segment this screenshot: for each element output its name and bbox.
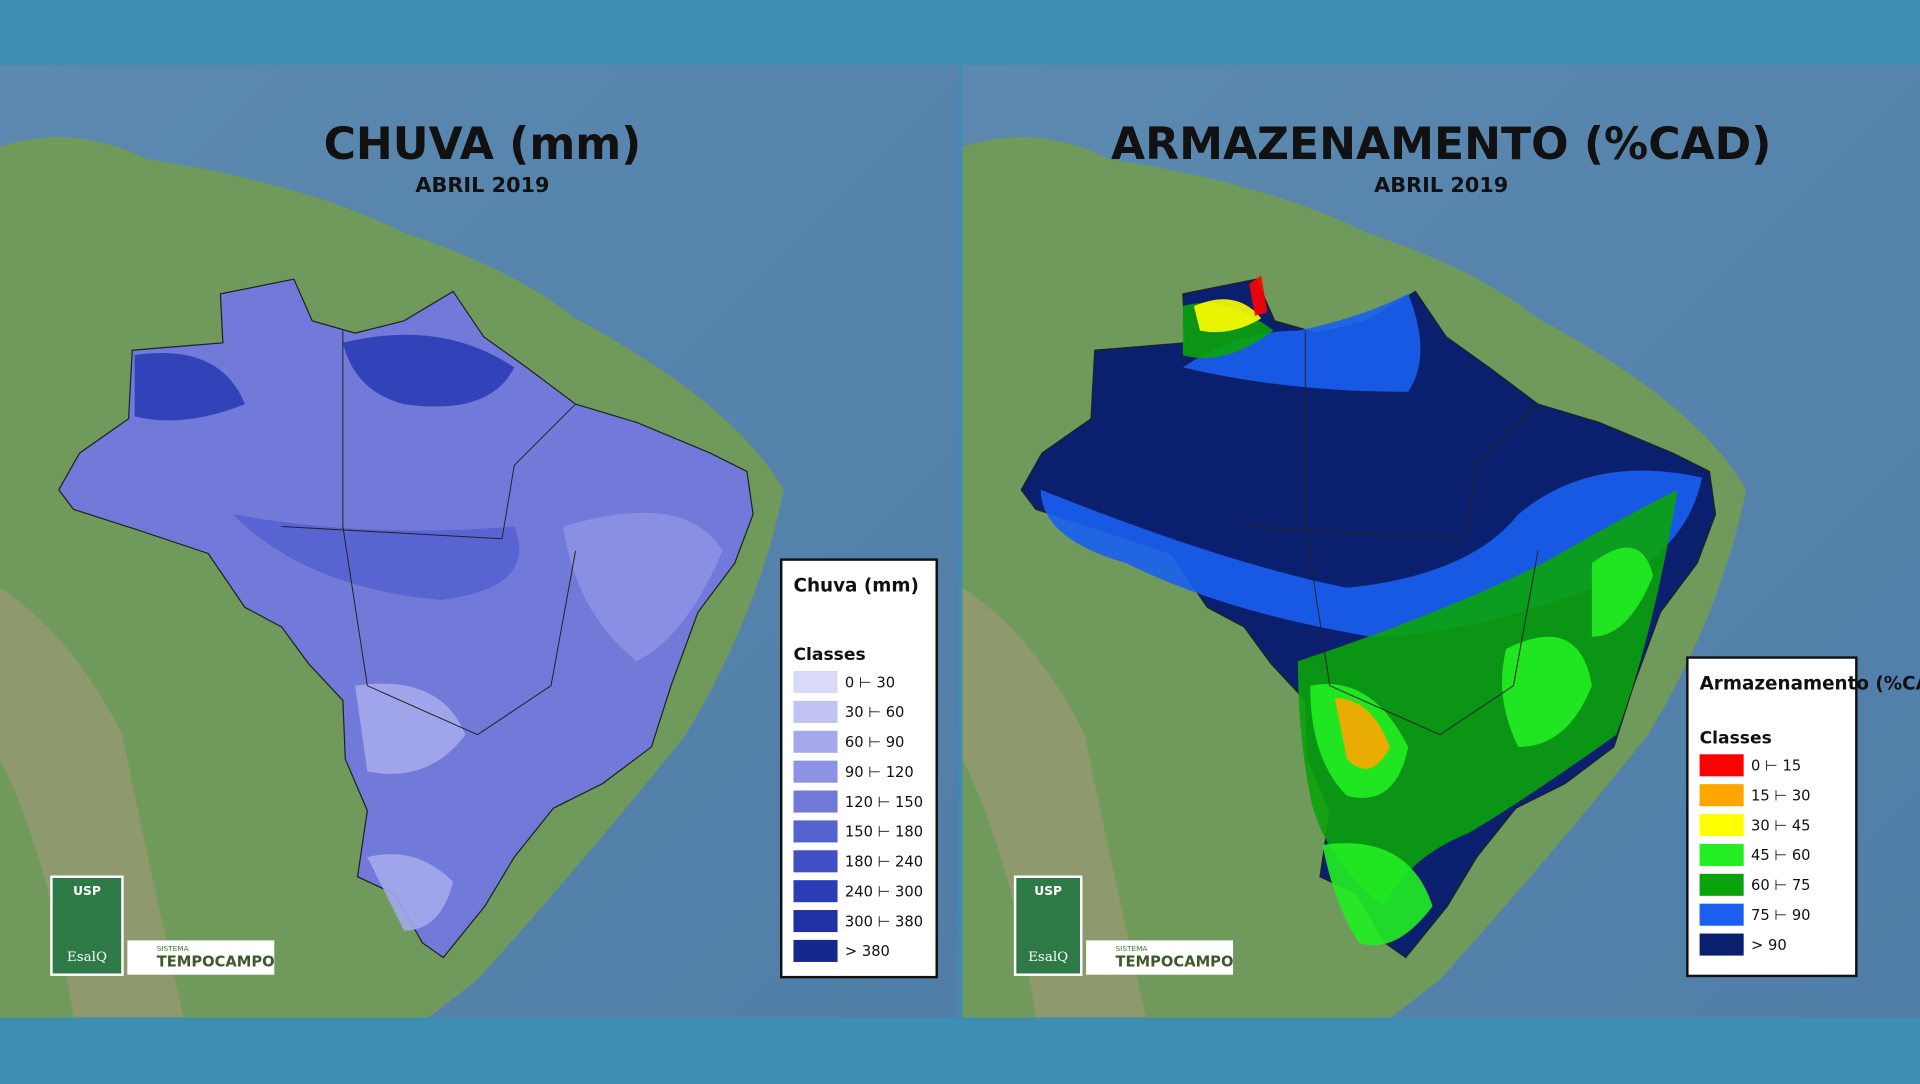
class-region (367, 854, 454, 931)
state-borders (1244, 403, 1539, 540)
esalq-logo (50, 875, 124, 976)
legend-swatch (793, 880, 838, 903)
state-borders (342, 330, 576, 736)
tempocampo-text: TEMPOCAMPO (1116, 953, 1234, 970)
legend-swatch (793, 760, 838, 783)
legend-label: 90 ⊢ 120 (845, 764, 914, 781)
class-region (1322, 843, 1433, 946)
class-region (1297, 489, 1678, 907)
legend-label: 120 ⊢ 150 (845, 794, 923, 811)
esalq-logo (1013, 875, 1083, 976)
class-region (1334, 697, 1390, 769)
class-region (342, 334, 515, 407)
legend-swatch (793, 671, 838, 694)
class-region (1182, 293, 1421, 392)
legend-swatch (1699, 754, 1744, 777)
tempocampo-logo (1086, 940, 1234, 975)
tempocampo-text: TEMPOCAMPO (157, 953, 275, 970)
usp-text: USP (1034, 884, 1062, 898)
andes (0, 587, 184, 1018)
legend-label: > 380 (845, 943, 890, 960)
legend-title: Chuva (mm) (793, 576, 918, 597)
legend-label: 15 ⊢ 30 (1751, 787, 1811, 804)
map-panel: CHUVA (mm) ABRIL 2019 Chuva (mm) Classes 0 ⊢… (0, 64, 959, 1018)
legend-swatch (793, 790, 838, 813)
usp-text: USP (73, 884, 101, 898)
logos-right: USP EsalQ SISTEMA TEMPOCAMPO (1013, 875, 1234, 976)
legend-swatch (1699, 903, 1744, 926)
country-region (58, 278, 754, 959)
legend-label: 180 ⊢ 240 (845, 854, 923, 871)
sistema-text: SISTEMA (157, 944, 189, 953)
logos-left: USP EsalQ SISTEMA TEMPOCAMPO (50, 875, 275, 976)
legend-swatch (793, 730, 838, 753)
legend-title: Armazenamento (%CAD) (1700, 673, 1920, 694)
tempocampo-logo (127, 940, 275, 975)
legend-label: 30 ⊢ 60 (845, 704, 905, 721)
class-region (1193, 299, 1262, 333)
legend-label: 45 ⊢ 60 (1751, 847, 1811, 864)
esalq-text: EsalQ (67, 950, 107, 965)
legend-label: 0 ⊢ 30 (845, 674, 895, 691)
legend-swatch (793, 850, 838, 873)
legend-swatch (793, 820, 838, 843)
legend-label: 60 ⊢ 75 (1751, 877, 1811, 894)
class-region (1591, 547, 1654, 637)
class-region (355, 683, 466, 774)
class-region (1502, 636, 1592, 747)
legend-label: 75 ⊢ 90 (1751, 907, 1811, 924)
legend-label: 150 ⊢ 180 (845, 824, 923, 841)
legend-swatch (793, 700, 838, 723)
legend-subtitle: Classes (793, 645, 865, 665)
map-title: ARMAZENAMENTO (%CAD) (1111, 119, 1771, 170)
legend-swatch (1699, 843, 1744, 866)
andes (962, 587, 1147, 1018)
class-region (1248, 275, 1268, 316)
legend-label: > 90 (1751, 937, 1787, 954)
legend-swatch (1699, 814, 1744, 837)
legend-swatch (1699, 933, 1744, 956)
map-panel: ARMAZENAMENTO (%CAD) ABRIL 2019 Armazename… (962, 64, 1920, 1018)
legend-swatch (1699, 873, 1744, 896)
legend-label: 300 ⊢ 380 (845, 913, 923, 930)
esalq-text: EsalQ (1028, 950, 1068, 965)
legend-label: 240 ⊢ 300 (845, 883, 923, 900)
legend-swatch (793, 910, 838, 933)
legend-swatch (793, 939, 838, 962)
map-subtitle: ABRIL 2019 (415, 173, 549, 197)
class-region (134, 353, 245, 421)
map-subtitle: ABRIL 2019 (1374, 173, 1508, 197)
legend-label: 30 ⊢ 45 (1751, 817, 1811, 834)
state-borders (1304, 330, 1539, 736)
map-title: CHUVA (mm) (324, 119, 642, 170)
legend-label: 60 ⊢ 90 (845, 734, 905, 751)
legend-subtitle: Classes (1700, 728, 1772, 748)
legend-label: 0 ⊢ 15 (1751, 758, 1801, 775)
class-region (563, 512, 723, 662)
sistema-text: SISTEMA (1116, 944, 1148, 953)
state-borders (281, 403, 576, 540)
legend-swatch (1699, 784, 1744, 807)
